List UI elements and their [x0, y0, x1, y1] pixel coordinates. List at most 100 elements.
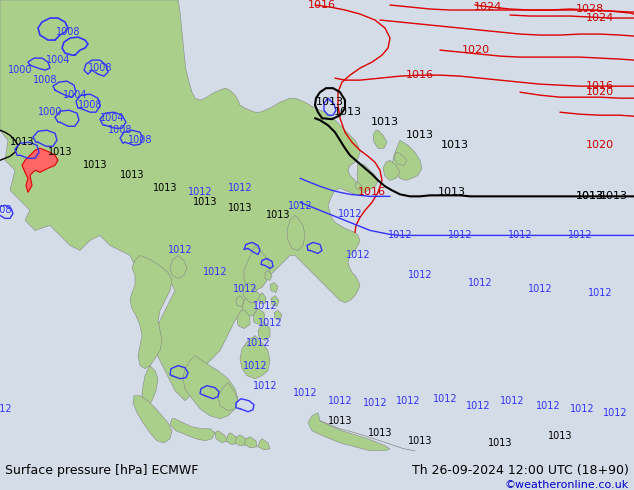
Text: 1020: 1020 — [586, 87, 614, 97]
Polygon shape — [271, 295, 279, 307]
Text: 1012: 1012 — [508, 230, 533, 241]
Text: 1016: 1016 — [406, 70, 434, 80]
Text: 1008: 1008 — [56, 27, 81, 37]
Text: 1024: 1024 — [586, 13, 614, 23]
Text: 1013: 1013 — [441, 140, 469, 150]
Text: 1013: 1013 — [548, 431, 573, 441]
Text: 1000: 1000 — [38, 107, 62, 117]
Text: ©weatheronline.co.uk: ©weatheronline.co.uk — [505, 480, 629, 490]
Text: 1000: 1000 — [8, 65, 32, 75]
Text: 1008: 1008 — [87, 63, 112, 73]
Polygon shape — [215, 431, 228, 443]
Text: 1008: 1008 — [78, 100, 102, 110]
Text: 1012: 1012 — [338, 209, 362, 220]
Text: 1012: 1012 — [188, 187, 212, 197]
Polygon shape — [258, 322, 270, 341]
Text: 1016: 1016 — [308, 0, 336, 10]
Polygon shape — [0, 0, 362, 401]
Polygon shape — [244, 245, 270, 291]
Text: 1013: 1013 — [120, 171, 145, 180]
Text: 1012: 1012 — [203, 268, 228, 277]
Polygon shape — [274, 311, 282, 320]
Polygon shape — [170, 419, 215, 441]
Polygon shape — [265, 270, 272, 280]
Text: 1012: 1012 — [570, 404, 594, 414]
Text: 1013: 1013 — [328, 416, 353, 426]
Text: 1013: 1013 — [193, 197, 217, 207]
Text: 1013: 1013 — [406, 130, 434, 140]
Polygon shape — [258, 293, 266, 303]
Text: 1012: 1012 — [432, 393, 457, 404]
Text: 1004: 1004 — [100, 113, 124, 123]
Text: 1013: 1013 — [408, 436, 432, 446]
Polygon shape — [183, 356, 238, 419]
Text: 1013: 1013 — [576, 192, 604, 201]
Text: 1012: 1012 — [408, 270, 432, 280]
Polygon shape — [237, 311, 250, 329]
Polygon shape — [394, 152, 407, 165]
Text: 1013: 1013 — [368, 428, 392, 438]
Text: 1016: 1016 — [586, 81, 614, 91]
Text: 1012: 1012 — [536, 401, 560, 411]
Polygon shape — [226, 433, 238, 445]
Text: Surface pressure [hPa] ECMWF: Surface pressure [hPa] ECMWF — [5, 464, 198, 477]
Text: 1028: 1028 — [576, 4, 604, 14]
Text: 1013: 1013 — [576, 192, 604, 201]
Polygon shape — [258, 439, 270, 450]
Polygon shape — [373, 130, 387, 148]
Text: 1012: 1012 — [243, 361, 268, 370]
Text: 1012: 1012 — [257, 318, 282, 328]
Text: 1012: 1012 — [567, 230, 592, 241]
Text: 1013: 1013 — [488, 438, 512, 448]
Text: 1012: 1012 — [0, 404, 12, 414]
Text: 1008: 1008 — [0, 205, 12, 216]
Text: 1013: 1013 — [228, 203, 252, 213]
Polygon shape — [270, 283, 278, 293]
Polygon shape — [133, 396, 172, 443]
Text: 1012: 1012 — [253, 381, 277, 391]
Text: 1012: 1012 — [448, 230, 472, 241]
Text: 1016: 1016 — [358, 187, 386, 197]
Text: 1008: 1008 — [127, 135, 152, 145]
Text: 1020: 1020 — [586, 140, 614, 150]
Text: 1024: 1024 — [474, 2, 502, 12]
Text: 1012: 1012 — [293, 388, 317, 398]
Text: 1012: 1012 — [588, 288, 612, 297]
Polygon shape — [130, 255, 172, 368]
Text: 1013: 1013 — [600, 192, 628, 201]
Polygon shape — [240, 336, 270, 379]
Text: 1013: 1013 — [266, 210, 290, 221]
Text: 1012: 1012 — [246, 338, 270, 347]
Text: 1012: 1012 — [363, 398, 387, 408]
Text: 1012: 1012 — [288, 201, 313, 211]
Text: 1013: 1013 — [371, 117, 399, 127]
Text: 1012: 1012 — [328, 396, 353, 406]
Polygon shape — [383, 160, 400, 180]
Polygon shape — [355, 182, 362, 190]
Polygon shape — [357, 162, 378, 193]
Polygon shape — [253, 309, 265, 324]
Text: Th 26-09-2024 12:00 UTC (18+90): Th 26-09-2024 12:00 UTC (18+90) — [412, 464, 629, 477]
Text: 1012: 1012 — [396, 396, 420, 406]
Polygon shape — [218, 383, 238, 411]
Text: 1013: 1013 — [10, 137, 34, 147]
Polygon shape — [170, 255, 187, 278]
Polygon shape — [235, 435, 247, 446]
Text: 1004: 1004 — [63, 90, 87, 100]
Polygon shape — [142, 366, 158, 406]
Text: 1012: 1012 — [466, 401, 490, 411]
Text: 1013: 1013 — [334, 107, 362, 117]
Text: 1012: 1012 — [500, 396, 524, 406]
Text: 1013: 1013 — [316, 97, 344, 107]
Text: 1008: 1008 — [33, 75, 57, 85]
Text: 1008: 1008 — [108, 125, 133, 135]
Text: 1013: 1013 — [438, 187, 466, 197]
Text: 1013: 1013 — [153, 183, 178, 194]
Text: 1012: 1012 — [228, 183, 252, 194]
Text: 1012: 1012 — [233, 284, 257, 294]
Text: 1004: 1004 — [46, 55, 70, 65]
Polygon shape — [22, 148, 58, 193]
Text: 1013: 1013 — [48, 147, 72, 157]
Text: 1020: 1020 — [462, 45, 490, 55]
Text: 1012: 1012 — [603, 408, 627, 418]
